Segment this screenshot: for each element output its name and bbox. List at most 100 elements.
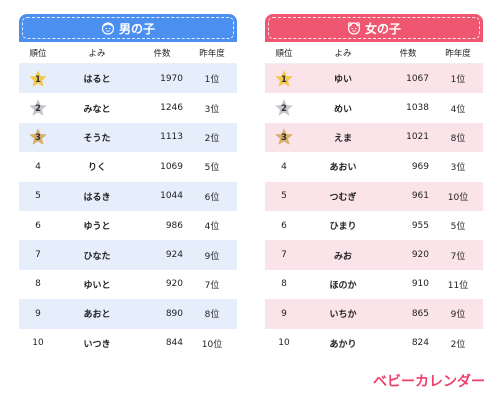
count-value: 1069 (160, 161, 183, 172)
count-value: 986 (165, 220, 183, 231)
girls-panel-header: 女の子 (265, 14, 483, 42)
name-reading: はると (83, 75, 111, 86)
last-year-rank: 4位 (450, 104, 466, 115)
count-value: 920 (165, 279, 183, 290)
name-reading: りく (87, 163, 106, 174)
last-year-rank: 11位 (447, 280, 469, 291)
name-reading: ひまり (329, 222, 357, 233)
count-value: 1246 (160, 103, 183, 114)
yomi-header: よみ (334, 48, 352, 59)
name-reading: えま (333, 133, 352, 144)
count-value: 910 (411, 279, 429, 290)
count-value: 961 (411, 191, 429, 202)
count-value: 1113 (160, 132, 183, 143)
last-year-rank: 3位 (450, 163, 466, 174)
star-icon: 2 (28, 98, 48, 118)
name-reading: いつき (83, 339, 111, 350)
rank-number: 4 (35, 161, 41, 172)
table-row: 3 えま 1021 8位 (265, 122, 483, 153)
rank-number: 4 (281, 161, 287, 172)
girl-face-icon (347, 22, 361, 35)
count-value: 1970 (160, 73, 183, 84)
count-value: 1021 (406, 132, 429, 143)
boys-ranking-panel: 男の子 順位 よみ 件数 昨年度 1 はると 1970 1位 2 みなと 1246 3位 3 そう… (19, 14, 237, 358)
table-row: 8 ほのか 910 11位 (265, 269, 483, 300)
name-reading: ひなた (83, 251, 111, 262)
name-reading: ほのか (329, 280, 357, 291)
name-reading: ゆいと (83, 280, 111, 291)
name-reading: いちか (329, 310, 357, 321)
last-year-rank: 5位 (204, 163, 220, 174)
star-icon: 2 (274, 98, 294, 118)
last-year-rank: 1位 (450, 75, 466, 86)
rank-number: 2 (35, 104, 41, 115)
name-reading: つむぎ (329, 192, 357, 203)
table-row: 6 ひまり 955 5位 (265, 210, 483, 241)
rank-medal: 2 (265, 98, 303, 118)
boys-column-headers: 順位 よみ 件数 昨年度 (19, 42, 237, 64)
star-icon: 3 (274, 127, 294, 147)
rank-number: 6 (35, 220, 41, 231)
rank-number: 7 (281, 250, 287, 261)
last-year-rank: 9位 (204, 251, 220, 262)
count-value: 955 (411, 220, 429, 231)
table-row: 9 いちか 865 9位 (265, 299, 483, 329)
rank-number: 7 (35, 250, 41, 261)
rank-header: 順位 (29, 48, 47, 59)
table-row: 5 つむぎ 961 10位 (265, 181, 483, 211)
boy-face-icon (101, 22, 115, 35)
name-reading: ゆい (333, 75, 352, 86)
rank-medal: 3 (19, 127, 57, 147)
rank-number: 8 (281, 279, 287, 290)
count-value: 890 (165, 308, 183, 319)
last-year-rank: 8位 (450, 133, 466, 144)
rank-number: 1 (281, 74, 287, 85)
table-row: 2 めい 1038 4位 (265, 93, 483, 123)
table-row: 2 みなと 1246 3位 (19, 93, 237, 123)
girls-panel-title: 女の子 (364, 21, 401, 36)
count-value: 920 (411, 250, 429, 261)
count-value: 865 (411, 308, 429, 319)
boys-ranking-rows: 1 はると 1970 1位 2 みなと 1246 3位 3 そうた 1113 2位 4 りく 1069 5位 5… (19, 64, 237, 358)
last-year-rank: 9位 (450, 310, 466, 321)
table-row: 8 ゆいと 920 7位 (19, 269, 237, 300)
last-year-rank: 1位 (204, 75, 220, 86)
rank-number: 6 (281, 220, 287, 231)
last-year-rank: 3位 (204, 104, 220, 115)
last-year-rank: 6位 (204, 192, 220, 203)
last-year-header: 昨年度 (445, 48, 471, 59)
girls-ranking-rows: 1 ゆい 1067 1位 2 めい 1038 4位 3 えま 1021 8位 4 あおい 969 3位 5 つむぎ… (265, 64, 483, 358)
last-year-header: 昨年度 (199, 48, 225, 59)
rank-medal: 1 (265, 69, 303, 89)
rank-number: 3 (281, 133, 287, 144)
girls-column-headers: 順位 よみ 件数 昨年度 (265, 42, 483, 64)
count-value: 844 (165, 338, 183, 349)
name-reading: ゆうと (83, 222, 111, 233)
star-icon: 1 (274, 69, 294, 89)
table-row: 10 あかり 824 2位 (265, 328, 483, 358)
rank-medal: 2 (19, 98, 57, 118)
name-reading: みお (333, 251, 352, 262)
count-header: 件数 (153, 48, 171, 59)
rank-number: 5 (35, 191, 41, 202)
count-value: 1067 (406, 73, 429, 84)
rank-number: 10 (278, 338, 290, 349)
name-reading: そうた (83, 133, 111, 144)
rank-number: 9 (35, 308, 41, 319)
table-row: 4 あおい 969 3位 (265, 152, 483, 182)
last-year-rank: 4位 (204, 222, 220, 233)
table-row: 6 ゆうと 986 4位 (19, 210, 237, 241)
count-value: 1044 (160, 191, 183, 202)
last-year-rank: 7位 (204, 280, 220, 291)
count-header: 件数 (399, 48, 417, 59)
yomi-header: よみ (88, 48, 106, 59)
rank-number: 2 (281, 104, 287, 115)
last-year-rank: 10位 (447, 192, 469, 203)
rank-number: 1 (35, 74, 41, 85)
name-reading: みなと (83, 104, 111, 115)
rank-number: 3 (35, 133, 41, 144)
name-reading: はるき (83, 192, 111, 203)
last-year-rank: 8位 (204, 310, 220, 321)
table-row: 7 みお 920 7位 (265, 240, 483, 270)
star-icon: 1 (28, 69, 48, 89)
